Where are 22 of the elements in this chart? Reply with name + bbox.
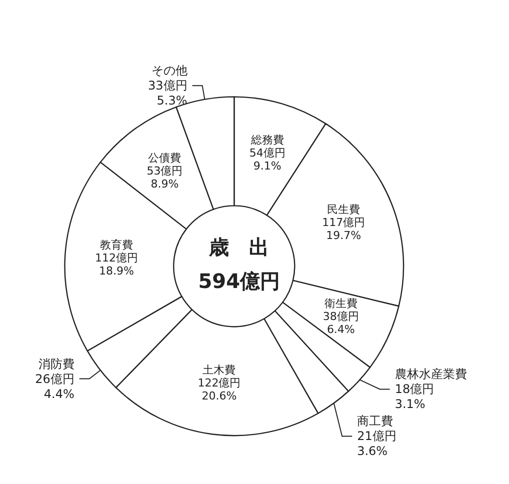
data-label: 122億円 20.6% (198, 376, 241, 403)
slice-label: 消防費 (38, 356, 74, 371)
slice-label: その他 (151, 64, 188, 78)
slice-label: 土木費 (202, 364, 236, 377)
data-label: 117億円 19.7% (322, 216, 366, 242)
text: 歳 出 (208, 235, 270, 260)
data-label: 112億円 18.9% (94, 252, 138, 278)
slice-label: 民生費 (327, 202, 360, 216)
slice-label: 公債費 (148, 151, 182, 164)
slice-label: 商工費 (357, 414, 394, 428)
text: 594億円 (198, 269, 280, 294)
data-label: 53億円 8.9% (146, 164, 183, 190)
data-label: 33億円 5.3% (148, 78, 188, 108)
data-label: 21億円 3.6% (357, 429, 396, 458)
slice-label: 衛生費 (324, 296, 358, 310)
data-label: 18億円 3.1% (394, 382, 434, 412)
data-label: 38億円 6.4% (322, 310, 359, 336)
slice-label: 農林水産業費 (394, 367, 467, 382)
slice-label: 総務費 (250, 134, 284, 147)
slice-label: 教育費 (100, 238, 133, 252)
data-label: 54億円 9.1% (249, 146, 286, 173)
data-label: 26億円 4.4% (35, 372, 74, 401)
